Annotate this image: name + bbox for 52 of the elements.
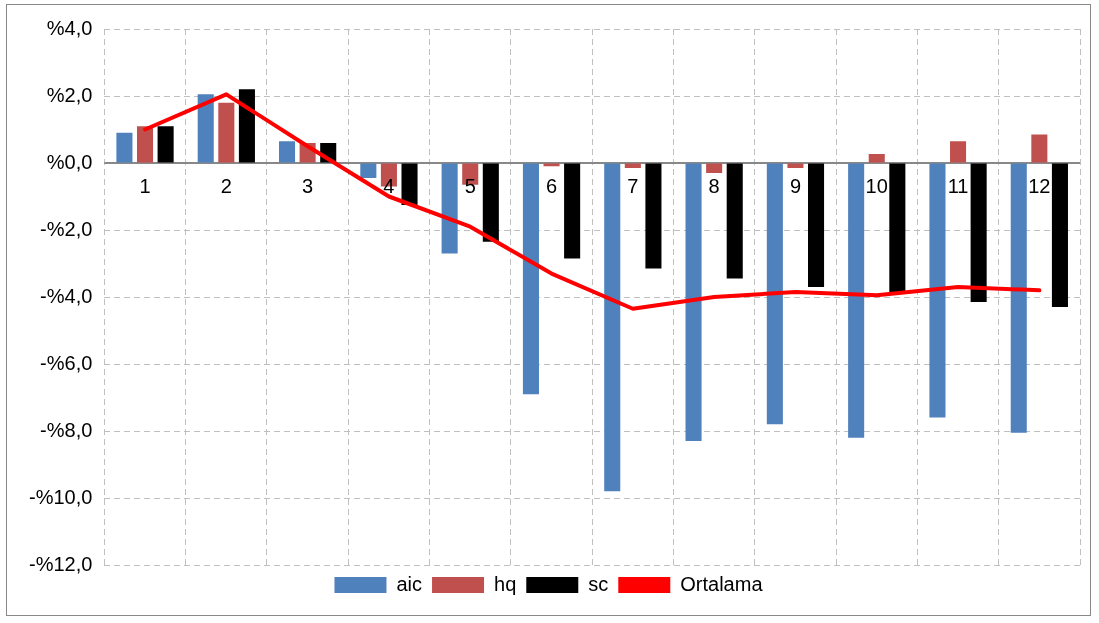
bar [279,141,296,163]
bar [970,163,987,303]
bar [706,163,723,174]
bar [848,163,865,438]
bar [604,163,621,492]
bar [136,126,154,163]
bar [889,163,906,292]
bar [726,163,743,279]
y-tick-label: %0,0 [46,150,93,173]
x-tick-label: 9 [789,174,801,197]
y-tick-label: %4,0 [46,16,93,39]
bar [238,89,255,163]
bar [766,163,783,425]
x-tick-label: 12 [1028,174,1051,197]
bar [645,163,662,269]
bar [218,102,235,163]
x-tick-label: 8 [708,174,720,197]
bar [929,163,946,418]
bar [564,163,581,259]
bar [1051,163,1068,308]
bar [482,163,499,242]
x-tick-label: 2 [220,174,232,197]
bar [685,163,702,442]
x-tick-label: 11 [947,174,969,197]
bar [522,163,539,395]
y-tick-label: -%10,0 [28,485,93,508]
y-tick-label: -%2,0 [40,217,93,240]
y-tick-label: -%6,0 [40,351,93,374]
bar [808,163,825,287]
bar [1031,134,1048,163]
bar [1010,163,1027,433]
x-tick-label: 7 [627,174,639,197]
y-tick-label: -%4,0 [40,284,93,307]
legend-label: aic [396,572,423,595]
x-tick-label: 6 [545,174,558,197]
y-tick-label: -%12,0 [28,552,93,575]
bar [360,163,377,179]
bar [950,141,967,163]
y-tick-label: %2,0 [46,83,93,106]
legend-label: hq [494,572,517,595]
legend-label: sc [588,572,609,595]
x-tick-label: 3 [302,174,314,197]
bar [197,94,214,163]
bar [401,163,418,205]
legend-label: Ortalama [680,572,764,595]
bar [441,163,458,254]
x-tick-label: 10 [865,174,888,197]
bar [868,153,885,163]
bar [116,132,133,163]
x-tick-label: 1 [139,174,151,197]
y-tick-label: -%8,0 [40,418,93,441]
bar [157,126,174,163]
